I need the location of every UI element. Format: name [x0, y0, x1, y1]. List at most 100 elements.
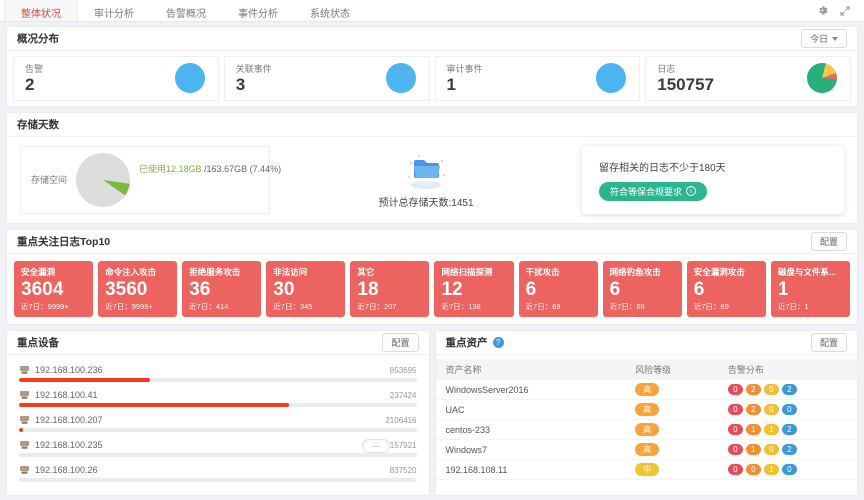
compliance-button[interactable]: 符合等保合规要求 i — [599, 181, 708, 201]
devices-header: 重点设备 配置 — [7, 331, 429, 356]
recent-value: 345 — [299, 302, 313, 312]
device-row[interactable]: 192.168.100.207 2106416 — [19, 415, 417, 433]
risk-badge: 中 — [635, 463, 660, 477]
devices-list: 192.168.100.236 853695 — [7, 355, 429, 495]
recent-value: 1 — [804, 302, 809, 312]
nav-tab-label: 事件分析 — [238, 9, 278, 20]
log-card-value: 6 — [693, 278, 705, 300]
log-card-value: 3604 — [21, 278, 64, 300]
alert-low-badge: 0 — [781, 464, 797, 476]
device-row-top: 192.168.100.235 2157921 — [19, 440, 417, 450]
risk-badge: 高 — [635, 403, 660, 417]
stat-label: 告警 — [25, 64, 44, 74]
device-row[interactable]: 192.168.100.236 853695 — [19, 365, 417, 383]
log-card-recent: 近7日：69 — [694, 301, 759, 312]
log-card-title: 拒绝服务攻击 — [189, 266, 241, 277]
folder-icon — [407, 154, 446, 189]
log-card-title: 安全漏洞 — [21, 266, 56, 277]
nav-tab[interactable]: 整体状况 — [4, 0, 78, 21]
log-card-recent: 近7日：207 — [357, 301, 422, 312]
nav-tab[interactable]: 事件分析 — [222, 0, 294, 21]
help-icon[interactable]: ? — [492, 337, 504, 349]
log-card-recent: 近7日：414 — [189, 301, 254, 312]
recent-label: 近7日： — [525, 302, 553, 312]
storage-body: 存储空间 已使用12.18GB /163.67GB (7.44%) 预计总存储天… — [7, 137, 857, 223]
fullscreen-icon[interactable] — [840, 5, 850, 16]
top-nav: 整体状况 审计分析 告警概况 事件分析 系统状态 — [0, 0, 864, 22]
log-card[interactable]: 磁盘与文件系... 1 近7日：1 — [770, 260, 850, 318]
assets-header: 重点资产 ? 配置 — [435, 331, 857, 356]
devices-section: 重点设备 配置 192.168.100.236 85 — [7, 331, 429, 496]
device-ip: 192.168.100.235 — [35, 440, 103, 451]
recent-label: 近7日： — [609, 302, 637, 312]
nav-tab[interactable]: 系统状态 — [294, 0, 366, 21]
asset-name: centos-233 — [435, 419, 626, 441]
gear-icon[interactable] — [817, 5, 828, 16]
alert-medium-badge: 1 — [763, 424, 779, 436]
log-card[interactable]: 干扰攻击 6 近7日：69 — [518, 260, 598, 318]
stat-value: 150757 — [657, 75, 714, 94]
recent-label: 近7日： — [441, 302, 469, 312]
log-card[interactable]: 安全漏洞 3604 近7日：9999+ — [14, 260, 94, 318]
log-card-title: 网络扫描探测 — [441, 266, 493, 277]
stat-pie-icon — [596, 63, 627, 94]
stat-card[interactable]: 日志 150757 — [645, 56, 851, 101]
alert-low-badge: 0 — [781, 404, 797, 416]
log-cards: 安全漏洞 3604 近7日：9999+ 命令注入攻击 3560 近7日：9999… — [7, 254, 857, 325]
storage-header: 存储天数 — [7, 113, 857, 137]
alert-badges: 0 1 1 2 — [727, 424, 847, 436]
device-count: 237424 — [389, 390, 417, 400]
device-row[interactable]: 192.168.100.235 2157921 — [19, 440, 417, 458]
log-card[interactable]: 网络钓鱼攻击 6 近7日：69 — [602, 260, 682, 318]
device-count: 853695 — [389, 365, 417, 375]
log-card[interactable]: 非法访问 30 近7日：345 — [266, 260, 346, 318]
bottom-row: 重点设备 配置 192.168.100.236 85 — [7, 331, 857, 496]
device-row-top: 192.168.100.207 2106416 — [19, 415, 417, 425]
top-logs-config-button[interactable]: 配置 — [810, 231, 847, 251]
device-ip: 192.168.100.41 — [35, 390, 98, 401]
devices-config-button[interactable]: 配置 — [382, 333, 419, 353]
nav-tab-label: 系统状态 — [310, 9, 350, 20]
alert-badges: 0 2 0 0 — [727, 404, 847, 416]
stat-value: 2 — [25, 75, 35, 94]
date-range-dropdown[interactable]: 今日 — [800, 29, 847, 48]
device-count: 837520 — [389, 465, 417, 475]
log-card-value: 36 — [189, 278, 211, 300]
log-card-value: 1 — [777, 278, 789, 300]
stat-card[interactable]: 关联事件 3 — [223, 56, 430, 101]
device-count: 2106416 — [385, 415, 417, 425]
device-row[interactable]: 192.168.100.26 837520 — [19, 465, 417, 483]
device-ip: 192.168.100.207 — [35, 415, 103, 426]
asset-name: 192.168.108.11 — [435, 459, 626, 481]
log-card[interactable]: 安全漏洞攻击 6 近7日：69 — [686, 260, 766, 318]
log-card[interactable]: 拒绝服务攻击 36 近7日：414 — [182, 260, 262, 318]
nav-tab[interactable]: 审计分析 — [78, 0, 150, 21]
recent-value: 69 — [720, 302, 729, 312]
asset-row[interactable]: 192.168.108.11 中 0 0 1 0 — [435, 459, 857, 481]
risk-badge: 高 — [635, 423, 660, 437]
log-card[interactable]: 命令注入攻击 3560 近7日：9999+ — [98, 260, 178, 318]
recent-value: 138 — [468, 302, 481, 312]
nav-tab[interactable]: 告警概况 — [150, 0, 222, 21]
storage-days-panel: 预计总存储天数:1451 — [284, 146, 568, 214]
recent-value: 69 — [636, 302, 645, 312]
asset-row[interactable]: centos-233 高 0 1 1 2 — [435, 419, 857, 441]
log-card-title: 安全漏洞攻击 — [693, 266, 745, 277]
assets-config-button[interactable]: 配置 — [810, 333, 847, 353]
asset-row[interactable]: WindowsServer2016 高 0 2 0 2 — [435, 380, 857, 401]
asset-row[interactable]: Windows7 高 0 1 0 2 — [435, 439, 857, 461]
alert-badges: 0 1 0 2 — [727, 444, 847, 456]
overview-header: 概况分布 今日 — [7, 27, 857, 51]
log-card-recent: 近7日：1 — [778, 301, 843, 312]
info-icon: i — [686, 186, 697, 197]
stat-card[interactable]: 告警 2 — [13, 56, 219, 101]
alert-high-badge: 2 — [745, 384, 761, 396]
asset-row[interactable]: UAC 高 0 2 0 0 — [435, 399, 857, 421]
more-button[interactable]: ... — [362, 439, 390, 453]
log-card[interactable]: 其它 18 近7日：207 — [350, 260, 430, 318]
stat-card[interactable]: 审计事件 1 — [434, 56, 641, 101]
device-row[interactable]: 192.168.100.41 237424 — [19, 390, 417, 408]
log-card-recent: 近7日：9999+ — [105, 301, 170, 312]
log-card[interactable]: 网络扫描探测 12 近7日：138 — [434, 260, 514, 318]
alert-critical-badge: 0 — [727, 404, 743, 416]
